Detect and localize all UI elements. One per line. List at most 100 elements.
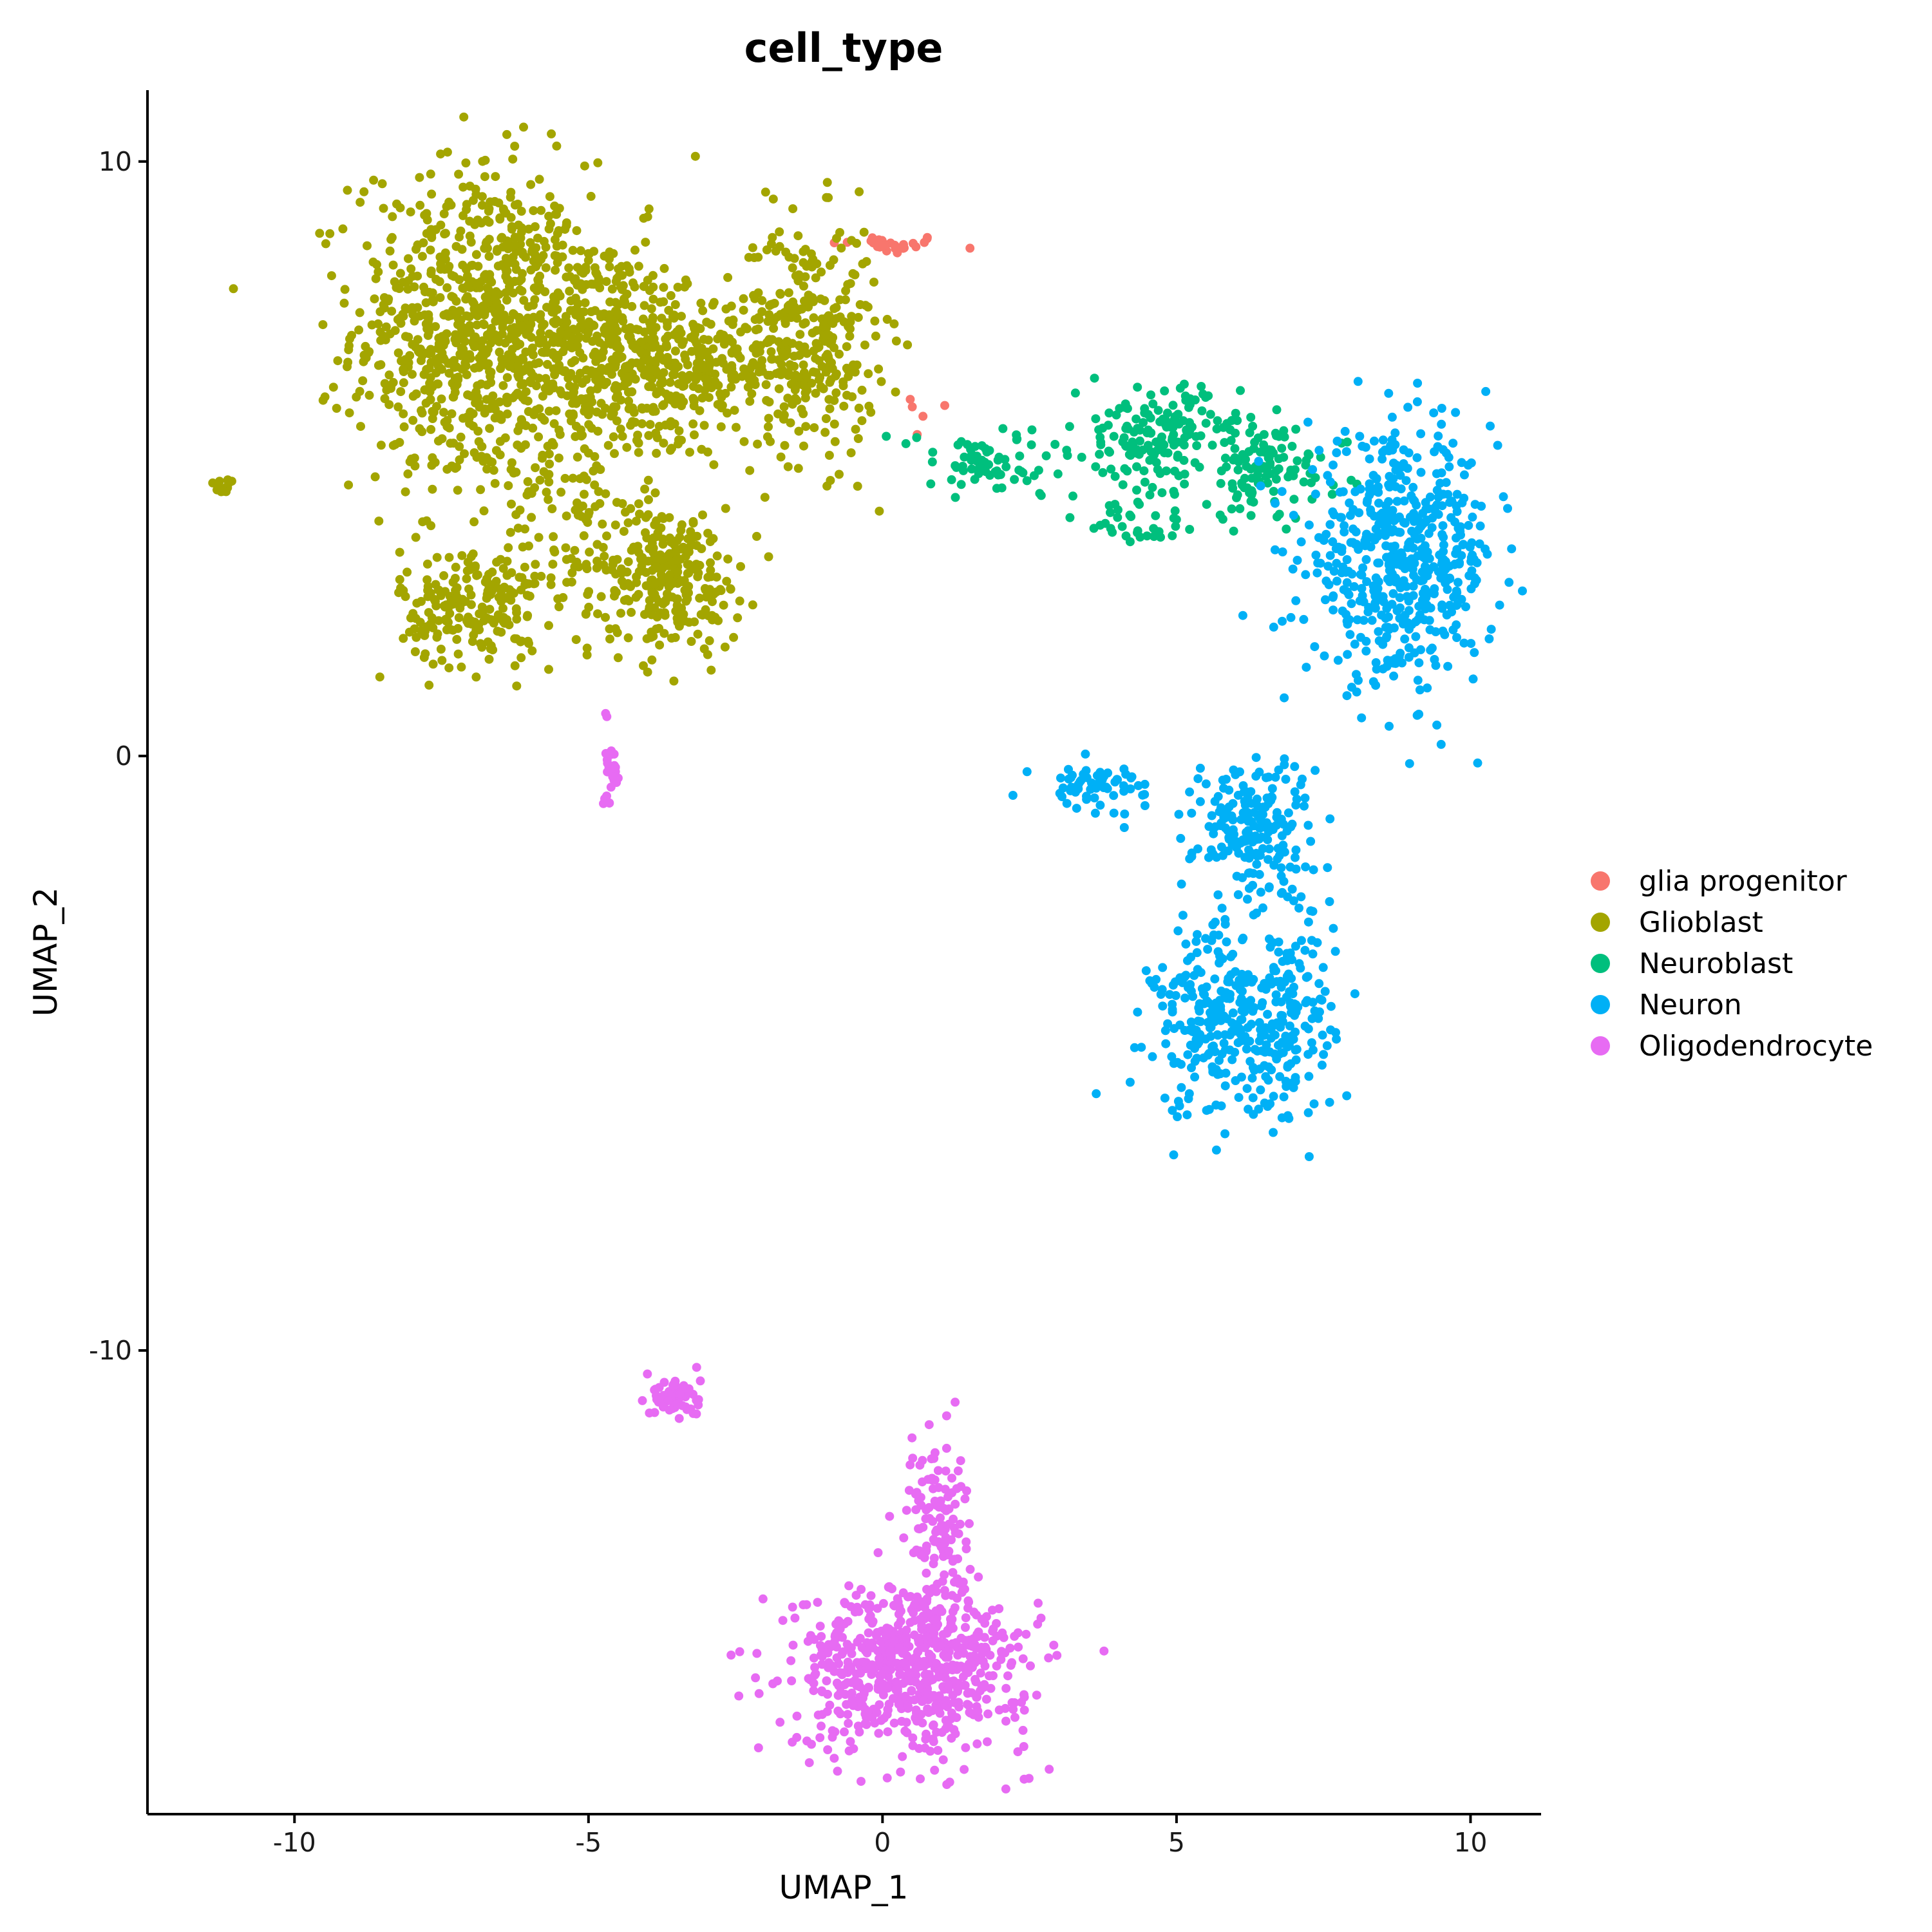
point-1 [545,459,554,469]
point-1 [683,594,692,603]
point-4 [828,1732,837,1742]
point-3 [1424,529,1434,538]
point-4 [894,1609,904,1619]
point-1 [395,547,404,557]
point-1 [681,354,690,364]
point-1 [750,380,760,390]
point-1 [626,504,636,513]
point-3 [1283,1042,1293,1052]
point-3 [1362,577,1372,587]
point-3 [1430,584,1439,594]
point-1 [830,437,840,446]
point-3 [1314,1014,1323,1023]
point-1 [511,240,520,250]
point-3 [1148,1052,1157,1061]
point-2 [1206,410,1215,419]
point-4 [894,1643,904,1653]
point-2 [1113,505,1122,515]
point-1 [493,627,502,636]
point-4 [754,1689,764,1698]
point-3 [1291,596,1301,605]
point-4 [1026,1661,1035,1671]
point-3 [1238,933,1248,943]
point-4 [817,1686,826,1696]
point-1 [444,261,454,271]
point-2 [1162,466,1171,476]
point-1 [456,432,466,442]
point-1 [480,271,489,281]
point-3 [1434,509,1443,519]
point-1 [500,433,510,442]
point-4 [734,1691,744,1701]
point-3 [1374,636,1384,645]
point-3 [1211,998,1221,1008]
point-3 [1265,934,1274,943]
point-1 [465,419,475,428]
point-4 [977,1615,987,1624]
point-3 [1382,632,1392,641]
point-1 [576,425,585,435]
point-1 [853,482,862,491]
point-3 [1306,837,1316,846]
point-3 [1056,773,1065,783]
point-1 [774,384,784,393]
point-3 [1470,648,1479,658]
point-1 [644,431,654,440]
point-4 [889,1718,899,1728]
point-3 [1119,786,1129,796]
point-1 [529,283,539,293]
point-3 [1333,656,1343,665]
point-3 [1271,498,1280,508]
point-1 [399,367,408,377]
point-1 [694,384,703,393]
point-1 [696,324,705,334]
point-1 [422,209,431,218]
point-3 [1242,1084,1252,1094]
point-1 [723,408,732,418]
point-3 [1373,558,1383,568]
point-1 [578,320,588,330]
point-4 [1052,1651,1062,1660]
point-3 [1185,787,1195,797]
point-1 [465,216,475,226]
point-4 [929,1720,938,1730]
point-1 [401,487,410,497]
point-4 [942,1443,951,1453]
point-1 [618,431,627,441]
point-3 [1421,604,1430,614]
point-4 [602,791,611,800]
point-3 [1307,1038,1316,1048]
point-2 [1103,421,1113,430]
point-1 [534,358,544,368]
point-1 [507,458,516,468]
point-3 [1219,1039,1229,1048]
point-1 [627,607,636,617]
point-1 [716,586,726,595]
point-3 [1290,762,1300,772]
point-4 [809,1678,819,1688]
point-1 [824,451,834,460]
point-2 [1036,491,1046,500]
point-3 [1188,1024,1198,1034]
point-3 [1133,1007,1142,1017]
point-1 [508,155,518,164]
point-3 [1210,797,1220,806]
point-4 [944,1680,953,1690]
point-1 [406,613,415,623]
point-4 [1018,1654,1028,1663]
point-2 [1233,490,1242,500]
point-3 [1178,911,1188,920]
point-1 [513,370,523,380]
point-1 [851,424,860,434]
point-1 [524,541,533,551]
point-3 [1249,1110,1258,1119]
point-4 [823,1648,833,1658]
point-1 [436,265,446,274]
point-4 [786,1656,796,1665]
point-1 [355,308,365,317]
point-1 [781,247,791,257]
point-1 [782,337,791,346]
point-3 [1405,512,1415,522]
point-3 [1173,1112,1182,1121]
point-4 [822,1676,831,1685]
